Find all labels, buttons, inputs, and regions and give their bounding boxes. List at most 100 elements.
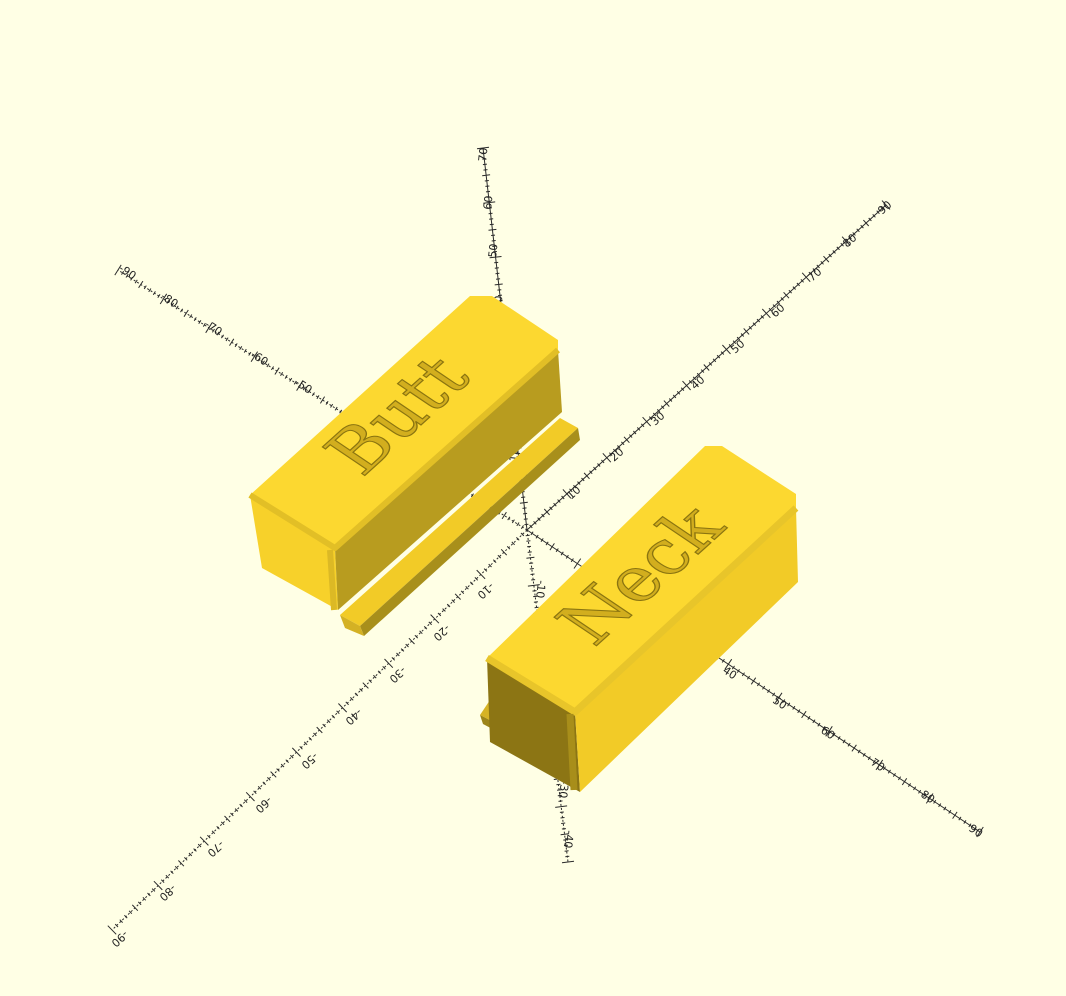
- axis-tick: [147, 892, 151, 897]
- axis-tick: [593, 466, 597, 471]
- axis-tick: [474, 577, 479, 581]
- axis-tick: [419, 630, 423, 635]
- axis-tick: [243, 799, 248, 803]
- axis-tick: [521, 496, 526, 498]
- y-tick-label: -50: [299, 750, 321, 772]
- axis-tick: [746, 675, 751, 680]
- axis-tick: [740, 333, 745, 337]
- y-tick-label: 30: [648, 409, 667, 428]
- axis-tick: [897, 776, 902, 781]
- axis-tick: [825, 726, 833, 737]
- axis-tick: [234, 808, 239, 812]
- axis-tick: [852, 232, 856, 236]
- axis-tick: [676, 390, 681, 395]
- axis-tick: [832, 250, 836, 254]
- axis-tick: [507, 516, 511, 521]
- axis-tick: [892, 773, 896, 777]
- axis-tick: [823, 255, 830, 263]
- axis-tick: [796, 282, 800, 287]
- x-tick-label: 60: [818, 724, 837, 743]
- axis-tick: [529, 524, 533, 529]
- y-tick-label: 70: [805, 265, 824, 284]
- axis-tick: [313, 732, 317, 737]
- axis-tick: [530, 573, 535, 575]
- axis-tick: [812, 268, 816, 272]
- axis-tick: [293, 380, 297, 385]
- axis-tick: [589, 470, 593, 475]
- axis-tick: [708, 362, 713, 366]
- z-tick-label: 50: [486, 243, 500, 258]
- axis-tick: [564, 850, 569, 852]
- axis-tick: [166, 299, 170, 304]
- axis-tick: [243, 348, 247, 353]
- axis-tick: [491, 240, 496, 242]
- axis-tick: [561, 495, 565, 500]
- axis-tick: [359, 688, 363, 692]
- axis-tick: [867, 756, 871, 761]
- butt-flange-front: [340, 615, 364, 636]
- axis-tick: [925, 793, 934, 804]
- axis-tick: [152, 291, 156, 296]
- axis-tick: [712, 358, 717, 363]
- y-tick-label: 50: [728, 337, 747, 356]
- axis-tick: [629, 434, 633, 438]
- axis-tick: [724, 658, 733, 670]
- axis-tick: [563, 839, 568, 841]
- axis-tick: [119, 919, 123, 923]
- x-tick-label: 40: [720, 664, 739, 683]
- axis-tick: [303, 741, 308, 746]
- axis-tick: [430, 614, 440, 624]
- axis-tick: [368, 679, 372, 683]
- y-tick-label: -40: [343, 706, 365, 728]
- y-tick-label: -70: [205, 838, 227, 860]
- axis-tick: [543, 508, 550, 516]
- axis-tick: [968, 823, 972, 828]
- axis-tick: [270, 771, 277, 778]
- axis-tick: [234, 343, 238, 348]
- axis-tick: [322, 723, 326, 728]
- axis-tick: [400, 648, 405, 652]
- axis-tick: [202, 322, 206, 327]
- axis-tick: [841, 236, 851, 246]
- axis-tick: [274, 367, 280, 375]
- axis-tick: [276, 768, 280, 772]
- axis-tick: [696, 372, 701, 377]
- butt-part[interactable]: Butt: [248, 296, 580, 636]
- axis-tick: [284, 374, 288, 379]
- axis-tick-labels: 10 20 30 40 50 60 70 80 90 -10 -20 -30 -…: [109, 147, 986, 949]
- z-tick-label: 60: [481, 195, 495, 210]
- axis-tick: [362, 682, 369, 689]
- axis-tick: [384, 658, 394, 669]
- axis-tick: [257, 357, 261, 362]
- axis-tick: [872, 214, 876, 218]
- axis-tick: [752, 322, 757, 326]
- axis-tick: [882, 766, 886, 771]
- axis-tick: [289, 377, 293, 382]
- axis-tick: [609, 452, 613, 456]
- axis-tick: [138, 280, 144, 289]
- axis-tick: [377, 670, 382, 675]
- axis-tick: [680, 387, 685, 391]
- axis-tick: [193, 317, 197, 322]
- axis-tick: [640, 423, 645, 428]
- axis-tick: [487, 207, 492, 209]
- butt-side-face: [335, 350, 562, 610]
- axis-tick: [761, 308, 771, 319]
- axis-tick: [872, 759, 876, 764]
- axis-tick: [423, 625, 428, 630]
- axis-tick: [331, 714, 336, 719]
- axis-tick: [451, 599, 455, 603]
- z-tick-label: 70: [476, 147, 490, 162]
- axis-tick: [688, 380, 693, 384]
- axis-tick: [114, 264, 122, 276]
- axis-tick: [772, 692, 776, 697]
- neck-part[interactable]: Neck: [480, 446, 799, 792]
- axis-tick: [558, 800, 563, 802]
- axis-tick: [672, 394, 677, 399]
- neck-front-face: [487, 658, 580, 792]
- axis-tick: [663, 400, 670, 407]
- axis-tick: [229, 338, 235, 346]
- axis-tick: [633, 430, 637, 435]
- x-tick-label: 50: [770, 694, 789, 713]
